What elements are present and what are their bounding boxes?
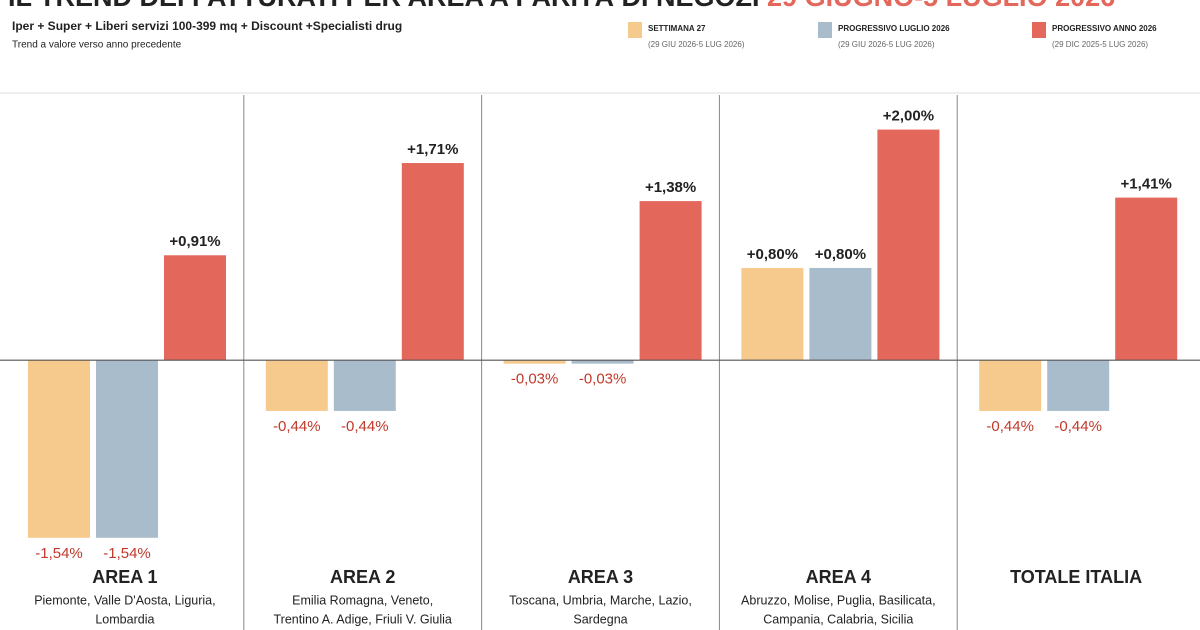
value-label: +1,41%	[1121, 176, 1172, 193]
legend-swatch	[818, 22, 832, 38]
legend-label: PROGRESSIVO LUGLIO 2026	[838, 24, 950, 33]
value-label: -1,54%	[35, 545, 83, 562]
category-detail: Piemonte, Valle D'Aosta, Liguria,	[34, 593, 215, 607]
legend-period: (29 DIC 2025-5 LUG 2026)	[1052, 40, 1148, 49]
value-label: -0,44%	[986, 418, 1034, 435]
bar	[979, 360, 1042, 411]
value-label: -0,03%	[511, 371, 559, 388]
note: Trend a valore verso anno precedente	[12, 40, 182, 51]
value-label: -0,44%	[1054, 418, 1102, 435]
value-label: +0,91%	[169, 233, 220, 250]
bar	[28, 360, 90, 538]
legend-swatch	[1032, 22, 1046, 38]
bar	[1115, 197, 1178, 361]
title-main: IL TREND DEI FATTURATI PER AREA A PARITÀ…	[8, 0, 760, 12]
value-label: -0,03%	[579, 371, 627, 388]
category-detail: Lombardia	[95, 612, 154, 626]
category-label: TOTALE ITALIA	[1010, 567, 1142, 587]
category-detail: Trentino A. Adige, Friuli V. Giulia	[274, 612, 452, 626]
bar	[503, 360, 566, 364]
value-label: +0,80%	[815, 246, 866, 263]
value-label: +1,38%	[645, 179, 696, 196]
bar	[571, 360, 634, 364]
value-label: -0,44%	[273, 418, 321, 435]
legend-period: (29 GIU 2026-5 LUG 2026)	[838, 40, 935, 49]
category-detail: Toscana, Umbria, Marche, Lazio,	[509, 593, 692, 607]
legend-label: PROGRESSIVO ANNO 2026	[1052, 24, 1157, 33]
category-label: AREA 4	[806, 567, 871, 587]
bar	[1047, 360, 1110, 411]
bar	[741, 267, 804, 361]
bar	[877, 129, 940, 361]
value-label: +2,00%	[883, 108, 934, 125]
bar	[333, 360, 396, 411]
bar	[639, 201, 702, 361]
bar	[96, 360, 158, 538]
title-dates: 29 GIUGNO-5 LUGLIO 2026	[767, 0, 1115, 12]
legend-period: (29 GIU 2026-5 LUG 2026)	[648, 40, 745, 49]
value-label: -0,44%	[341, 418, 389, 435]
chart-title: IL TREND DEI FATTURATI PER AREA A PARITÀ…	[8, 0, 1115, 12]
category-label: AREA 2	[330, 567, 395, 587]
bar	[164, 255, 226, 361]
bar	[401, 163, 464, 361]
legend-label: SETTIMANA 27	[648, 24, 706, 33]
category-label: AREA 3	[568, 567, 633, 587]
category-detail: Sardegna	[573, 612, 627, 626]
value-label: +1,71%	[407, 141, 458, 158]
category-detail: Emilia Romagna, Veneto,	[292, 593, 433, 607]
category-detail: Campania, Calabria, Sicilia	[763, 612, 913, 626]
category-label: AREA 1	[92, 567, 157, 587]
subtitle: Iper + Super + Liberi servizi 100-399 mq…	[12, 19, 402, 33]
value-label: -1,54%	[103, 545, 151, 562]
value-label: +0,80%	[747, 246, 798, 263]
category-detail: Abruzzo, Molise, Puglia, Basilicata,	[741, 593, 936, 607]
bar	[265, 360, 328, 411]
bar	[809, 267, 872, 361]
legend-swatch	[628, 22, 642, 38]
